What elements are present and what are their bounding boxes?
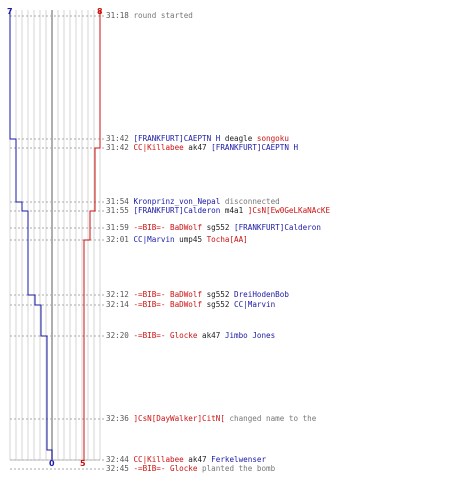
- team-red-end-count: 5: [80, 459, 86, 468]
- event-row: 31:54 Kronprinz_von_Nepal disconnected: [106, 197, 280, 206]
- event-player-name: ]CsN[Ew0GeLKaNAcKE: [247, 206, 331, 215]
- event-weapon: ak47: [197, 331, 225, 340]
- event-player-name: CC|Marvin: [234, 300, 276, 309]
- event-weapon: ump45: [174, 235, 207, 244]
- event-player-name: Tocha[AA]: [206, 235, 248, 244]
- event-time: 32:01: [106, 235, 129, 244]
- event-row: 31:59 -=BIB=- BaDWolf sg552 [FRANKFURT]C…: [106, 223, 321, 232]
- team-red-start-count: 8: [97, 7, 103, 16]
- event-time: 32:44: [106, 455, 129, 464]
- team-blue-start-count: 7: [7, 7, 13, 16]
- event-player-name: CC|Killabee: [133, 143, 184, 152]
- event-weapon: m4a1: [220, 206, 248, 215]
- event-weapon: sg552: [202, 223, 235, 232]
- team-red-alive-line: [83, 10, 101, 460]
- event-player-name: -=BIB=- BaDWolf: [133, 223, 203, 232]
- event-row: 32:45 -=BIB=- Glocke planted the bomb: [106, 464, 275, 473]
- event-row: 32:20 -=BIB=- Glocke ak47 Jimbo Jones: [106, 331, 275, 340]
- event-player-name: Kronprinz_von_Nepal: [133, 197, 221, 206]
- event-row: 32:01 CC|Marvin ump45 Tocha[AA]: [106, 235, 248, 244]
- team-blue-alive-line: [9, 10, 53, 460]
- event-weapon: sg552: [202, 290, 235, 299]
- event-row: 32:12 -=BIB=- BaDWolf sg552 DreiHodenBob: [106, 290, 289, 299]
- team-blue-end-count: 0: [49, 459, 55, 468]
- event-row: 31:42 [FRANKFURT]CAEPTN H deagle songoku: [106, 134, 289, 143]
- event-player-name: -=BIB=- Glocke: [133, 331, 198, 340]
- event-player-name: CC|Killabee: [133, 455, 184, 464]
- event-time: 31:18: [106, 11, 129, 20]
- event-time: 31:42: [106, 134, 129, 143]
- event-row: 32:44 CC|Killabee ak47 Ferkelwenser: [106, 455, 266, 464]
- event-action-text: disconnected: [220, 197, 280, 206]
- event-player-name: -=BIB=- Glocke: [133, 464, 198, 473]
- event-weapon: deagle: [220, 134, 257, 143]
- event-time: 31:59: [106, 223, 129, 232]
- event-weapon: ak47: [183, 455, 212, 464]
- event-weapon: sg552: [202, 300, 235, 309]
- event-time: 31:42: [106, 143, 129, 152]
- event-player-name: [FRANKFURT]CAEPTN H: [211, 143, 299, 152]
- event-action-text: changed name to the: [224, 414, 317, 423]
- event-player-name: [FRANKFURT]Calderon: [234, 223, 321, 232]
- event-row: 32:36 ]CsN[DayWalker]CitN[ changed name …: [106, 414, 316, 423]
- event-player-name: Ferkelwenser: [211, 455, 267, 464]
- event-time: 32:36: [106, 414, 129, 423]
- event-row: 31:55 [FRANKFURT]Calderon m4a1 ]CsN[Ew0G…: [106, 206, 330, 215]
- event-player-name: [FRANKFURT]CAEPTN H: [133, 134, 221, 143]
- event-player-name: Jimbo Jones: [224, 331, 276, 340]
- event-player-name: -=BIB=- BaDWolf: [133, 290, 203, 299]
- event-player-name: ]CsN[DayWalker]CitN[: [133, 414, 225, 423]
- event-player-name: songoku: [256, 134, 289, 143]
- event-time: 32:14: [106, 300, 129, 309]
- event-player-name: [FRANKFURT]Calderon: [133, 206, 221, 215]
- event-row: 31:18 round started: [106, 11, 193, 20]
- event-row: 31:42 CC|Killabee ak47 [FRANKFURT]CAEPTN…: [106, 143, 298, 152]
- timeline-grid: [9, 10, 101, 461]
- event-time: 31:55: [106, 206, 129, 215]
- event-time: 31:54: [106, 197, 129, 206]
- event-weapon: ak47: [183, 143, 212, 152]
- event-row: 32:14 -=BIB=- BaDWolf sg552 CC|Marvin: [106, 300, 275, 309]
- event-player-name: CC|Marvin: [133, 235, 175, 244]
- event-time: 32:12: [106, 290, 129, 299]
- event-action-text: planted the bomb: [197, 464, 276, 473]
- event-time: 32:20: [106, 331, 129, 340]
- event-player-name: DreiHodenBob: [234, 290, 289, 299]
- event-time: 32:45: [106, 464, 129, 473]
- event-player-name: -=BIB=- BaDWolf: [133, 300, 203, 309]
- event-action-text: round started: [133, 11, 193, 20]
